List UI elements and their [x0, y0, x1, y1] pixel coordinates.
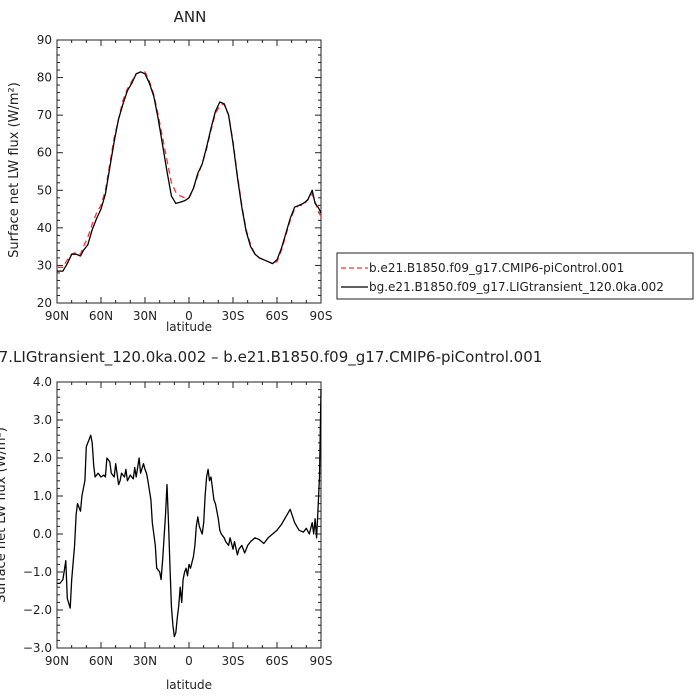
top-chart-xlabel: latitude — [166, 320, 212, 334]
bottom-y-tick-label: 1.0 — [33, 489, 52, 503]
top-y-tick-label: 30 — [37, 258, 52, 272]
top-y-tick-label: 70 — [37, 108, 52, 122]
legend-label-lig: bg.e21.B1850.f09_g17.LIGtransient_120.0k… — [369, 280, 664, 294]
bottom-x-tick-label: 30S — [222, 654, 245, 668]
bottom-chart-group: 90N 60N 30N 0 30S 60S 90S −3.0 −2.0 −1.0 0.0 1.0 2.0… — [23, 375, 333, 668]
bottom-x-tick-label: 90S — [310, 654, 333, 668]
top-x-tick-label: 30S — [222, 309, 245, 323]
bottom-x-tick-label: 30N — [133, 654, 157, 668]
bottom-y-tick-label: −2.0 — [23, 603, 52, 617]
bottom-x-tick-label: 60N — [89, 654, 113, 668]
top-y-tick-label: 20 — [37, 296, 52, 310]
bottom-x-tick-label: 60S — [266, 654, 289, 668]
bottom-y-tick-label: −3.0 — [23, 641, 52, 655]
top-chart-group: 90N 60N 30N 0 30S 60S 90S 20 30 40 50 60 70 80 90 — [37, 33, 333, 323]
top-x-tick-label: 0 — [185, 309, 193, 323]
top-x-tick-label: 90N — [45, 309, 69, 323]
legend-label-control: b.e21.B1850.f09_g17.CMIP6-piControl.001 — [369, 261, 624, 275]
top-chart-ylabel: Surface net LW flux (W/m²) — [7, 82, 22, 258]
bottom-y-tick-label: 3.0 — [33, 413, 52, 427]
bottom-chart-xlabel: latitude — [166, 678, 212, 692]
top-x-tick-label: 60N — [89, 309, 113, 323]
bottom-x-tick-label: 0 — [185, 654, 193, 668]
bottom-x-tick-label: 90N — [45, 654, 69, 668]
top-series-line-1 — [57, 71, 322, 272]
bottom-y-tick-label: 2.0 — [33, 451, 52, 465]
top-y-tick-label: 60 — [37, 146, 52, 160]
bottom-chart-title: bg.e21.B1850.f09_g17.LIGtransient_120.0k… — [0, 348, 542, 367]
top-x-tick-label: 30N — [133, 309, 157, 323]
top-y-tick-label: 40 — [37, 221, 52, 235]
top-x-tick-label: 90S — [310, 309, 333, 323]
bottom-y-tick-label: −1.0 — [23, 565, 52, 579]
top-y-tick-label: 90 — [37, 33, 52, 47]
legend-box — [336, 252, 694, 300]
bottom-chart-ylabel: Surface net LW flux (W/m²) — [0, 427, 9, 603]
bottom-y-tick-label: 4.0 — [33, 375, 52, 389]
top-y-tick-label: 80 — [37, 71, 52, 85]
bottom-series-line-0 — [57, 389, 322, 638]
top-chart-title: ANN — [174, 8, 207, 26]
top-x-tick-label: 60S — [266, 309, 289, 323]
bottom-y-tick-label: 0.0 — [33, 527, 52, 541]
top-y-tick-label: 50 — [37, 183, 52, 197]
